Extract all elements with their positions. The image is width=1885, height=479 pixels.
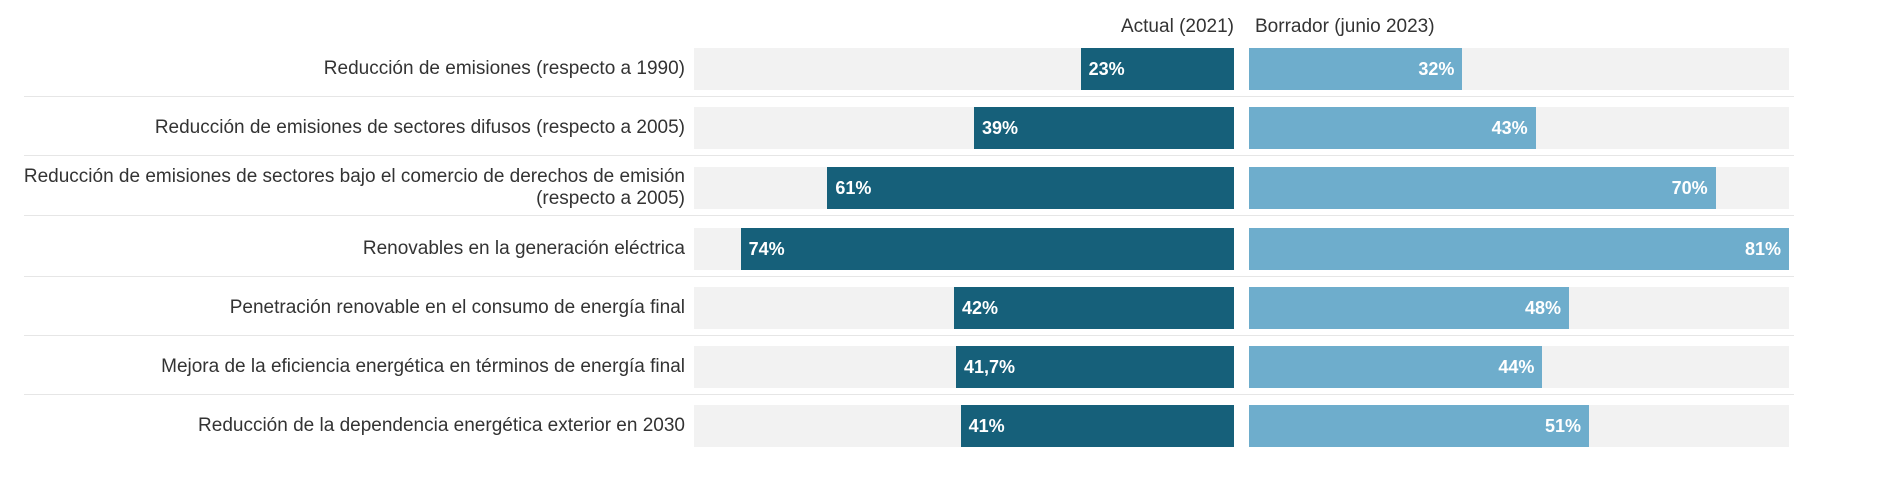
series-header-actual: Actual (2021) — [1120, 16, 1234, 37]
bar-actual-2021 — [974, 107, 1234, 149]
bar-borrador-2023 — [1249, 346, 1543, 388]
series-header-borrador: Borrador (junio 2023) — [1255, 16, 1435, 37]
bar-borrador-2023 — [1249, 167, 1716, 209]
data-label-actual: 74% — [748, 239, 785, 259]
data-label-borrador: 32% — [1418, 59, 1455, 79]
row-separator — [24, 155, 1794, 156]
row-separator — [24, 335, 1794, 336]
bar-actual-2021 — [956, 346, 1234, 388]
category-label: Renovables en la generación eléctrica — [362, 238, 685, 259]
data-label-actual: 61% — [835, 178, 872, 198]
category-label: Reducción de emisiones (respecto a 1990) — [323, 58, 685, 79]
data-label-borrador: 51% — [1544, 416, 1581, 436]
bar-actual-2021 — [1080, 48, 1234, 90]
bar-borrador-2023 — [1249, 287, 1569, 329]
category-label: Penetración renovable en el consumo de e… — [229, 297, 685, 318]
bar-borrador-2023 — [1249, 228, 1789, 270]
data-label-borrador: 81% — [1744, 239, 1781, 259]
bar-actual-2021 — [740, 228, 1234, 270]
bar-borrador-2023 — [1249, 405, 1589, 447]
bar-actual-2021 — [954, 287, 1234, 329]
row-separator — [24, 276, 1794, 277]
data-label-borrador: 44% — [1498, 357, 1535, 377]
row-separator — [24, 394, 1794, 395]
row-separator — [24, 96, 1794, 97]
bar-actual-2021 — [827, 167, 1234, 209]
data-label-actual: 41,7% — [964, 357, 1016, 377]
category-label: Reducción de emisiones de sectores bajo … — [23, 166, 685, 209]
category-label: Reducción de emisiones de sectores difus… — [154, 117, 685, 138]
data-label-actual: 39% — [982, 118, 1019, 138]
category-label: Reducción de la dependencia energética e… — [198, 415, 685, 436]
row-separator — [24, 215, 1794, 216]
data-label-actual: 23% — [1088, 59, 1125, 79]
category-label: Mejora de la eficiencia energética en té… — [161, 356, 685, 377]
data-label-borrador: 70% — [1671, 178, 1708, 198]
bar-actual-2021 — [960, 405, 1234, 447]
data-label-borrador: 43% — [1491, 118, 1528, 138]
data-label-actual: 41% — [968, 416, 1005, 436]
bar-borrador-2023 — [1249, 48, 1463, 90]
bar-borrador-2023 — [1249, 107, 1536, 149]
data-label-actual: 42% — [962, 298, 999, 318]
data-label-borrador: 48% — [1524, 298, 1561, 318]
